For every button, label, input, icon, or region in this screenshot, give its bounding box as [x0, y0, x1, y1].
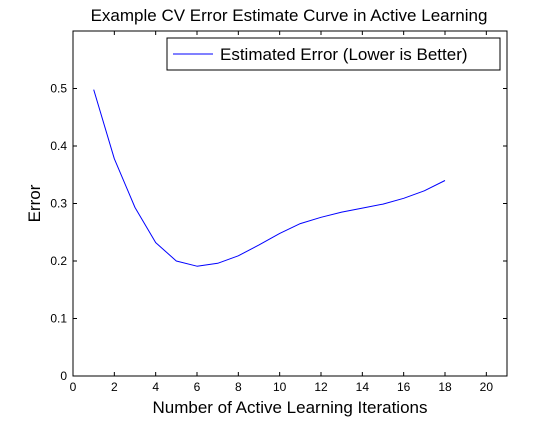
x-tick-label: 14 [356, 380, 370, 394]
x-tick-label: 2 [111, 380, 118, 394]
axis-tick-labels: 0 2 4 6 8 10 12 14 16 18 20 0 0.1 0.2 0.3 0.4 0.5 [50, 82, 493, 395]
legend-label: Estimated Error (Lower is Better) [220, 45, 468, 64]
y-axis-label: Error [25, 184, 44, 222]
y-tick-label: 0.1 [50, 312, 67, 326]
y-tick-label: 0.5 [50, 82, 67, 96]
series-layer [93, 89, 446, 267]
chart-title: Example CV Error Estimate Curve in Activ… [91, 6, 488, 25]
y-tick-label: 0.4 [50, 139, 67, 153]
x-tick-label: 18 [438, 380, 452, 394]
x-tick-label: 8 [235, 380, 242, 394]
x-tick-label: 16 [397, 380, 411, 394]
y-tick-label: 0 [60, 369, 67, 383]
axis-ticks [72, 31, 507, 377]
x-tick-label: 20 [480, 380, 494, 394]
x-tick-label: 4 [152, 380, 159, 394]
x-tick-label: 10 [273, 380, 287, 394]
legend-box [166, 37, 501, 71]
x-tick-label: 0 [70, 380, 77, 394]
y-tick-label: 0.3 [50, 197, 67, 211]
legend: Estimated Error (Lower is Better) [166, 37, 501, 71]
series-line-estimated-error [93, 89, 446, 267]
y-tick-label: 0.2 [50, 254, 67, 268]
x-tick-label: 12 [314, 380, 328, 394]
x-tick-label: 6 [194, 380, 201, 394]
x-axis-label: Number of Active Learning Iterations [153, 398, 428, 417]
